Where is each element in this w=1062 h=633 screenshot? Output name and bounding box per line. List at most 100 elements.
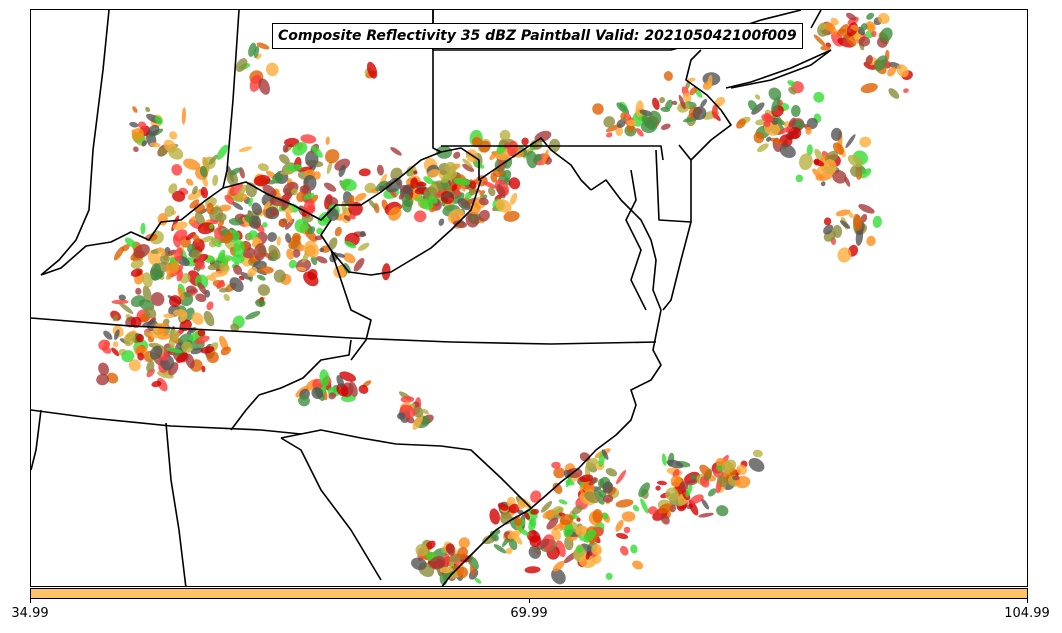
reflectivity-blob (453, 151, 461, 159)
reflectivity-blob (326, 161, 333, 175)
reflectivity-blob (316, 227, 323, 235)
reflectivity-blob (176, 270, 184, 282)
reflectivity-blob (584, 491, 601, 504)
reflectivity-blob (253, 174, 271, 187)
reflectivity-blob (529, 520, 536, 528)
reflectivity-blob (144, 306, 157, 319)
reflectivity-blob (272, 173, 283, 184)
reflectivity-blob (845, 134, 856, 149)
reflectivity-blob (300, 134, 317, 144)
reflectivity-blob (288, 259, 297, 269)
reflectivity-blob (325, 196, 339, 206)
reflectivity-blob (457, 198, 471, 211)
reflectivity-blob (146, 360, 155, 373)
reflectivity-blob (279, 154, 290, 165)
reflectivity-blob (341, 178, 357, 191)
reflectivity-blob (281, 198, 290, 211)
border-illinois-indiana (40, 10, 110, 276)
reflectivity-blob (790, 105, 801, 117)
reflectivity-blob (278, 220, 286, 227)
reflectivity-blob (888, 88, 900, 99)
border-delaware-maryland (655, 144, 692, 223)
reflectivity-blob (699, 476, 710, 488)
reflectivity-blob (707, 488, 717, 497)
reflectivity-blob (571, 505, 583, 515)
reflectivity-blob (508, 503, 520, 514)
reflectivity-blob (130, 259, 144, 269)
colorbar-tick-min: 34.99 (11, 606, 49, 621)
reflectivity-blob (451, 184, 458, 192)
reflectivity-blob (839, 220, 851, 229)
border-tennessee-north-carolina (230, 339, 352, 431)
reflectivity-blob (553, 467, 566, 479)
reflectivity-blob (259, 266, 274, 274)
reflectivity-blob (752, 449, 763, 458)
reflectivity-blob (194, 335, 210, 345)
reflectivity-blob (616, 470, 627, 485)
reflectivity-blob (858, 36, 871, 47)
reflectivity-blob (806, 144, 813, 156)
reflectivity-blob (566, 467, 583, 479)
reflectivity-blob (493, 544, 507, 554)
reflectivity-blob (497, 502, 509, 511)
reflectivity-blob (111, 299, 129, 305)
map-panel: Composite Reflectivity 35 dBZ Paintball … (30, 9, 1028, 587)
reflectivity-blob (366, 61, 378, 79)
reflectivity-blob (588, 477, 598, 486)
reflectivity-blob (194, 211, 206, 227)
reflectivity-blob (285, 233, 292, 243)
reflectivity-blob (848, 211, 854, 218)
reflectivity-blob (314, 235, 323, 241)
reflectivity-paintball-layer (96, 12, 913, 586)
reflectivity-blob (585, 551, 591, 560)
reflectivity-blob (286, 248, 295, 260)
reflectivity-blob (429, 556, 446, 570)
reflectivity-blob (325, 136, 330, 145)
reflectivity-blob (517, 527, 530, 536)
reflectivity-blob (310, 255, 318, 266)
reflectivity-blob (192, 234, 200, 243)
reflectivity-blob (716, 505, 729, 517)
reflectivity-blob (133, 146, 139, 152)
reflectivity-blob (253, 243, 267, 261)
reflectivity-blob (441, 170, 458, 183)
reflectivity-blob (147, 249, 161, 266)
reflectivity-blob (632, 560, 644, 570)
reflectivity-blob (499, 129, 511, 141)
reflectivity-blob (124, 237, 137, 248)
new-jersey-coast (685, 49, 732, 161)
border-indiana-ohio (222, 10, 240, 189)
reflectivity-blob (542, 149, 549, 166)
reflectivity-blob (468, 202, 481, 215)
reflectivity-blob (121, 350, 135, 363)
reflectivity-blob (150, 292, 165, 307)
reflectivity-blob (565, 479, 575, 486)
reflectivity-blob (692, 106, 707, 121)
reflectivity-blob (168, 262, 180, 274)
reflectivity-blob (354, 192, 367, 202)
reflectivity-blob (128, 359, 141, 372)
reflectivity-blob (456, 566, 469, 579)
reflectivity-blob (305, 150, 319, 168)
reflectivity-blob (229, 277, 244, 293)
reflectivity-blob (285, 164, 303, 173)
reflectivity-blob (304, 240, 319, 258)
reflectivity-blob (357, 242, 370, 251)
reflectivity-blob (415, 544, 429, 557)
reflectivity-blob (124, 332, 136, 347)
reflectivity-blob (137, 352, 145, 361)
reflectivity-blob (787, 80, 796, 87)
reflectivity-blob (865, 54, 873, 66)
reflectivity-blob (113, 329, 120, 341)
reflectivity-blob (823, 224, 834, 235)
ohio-river (40, 151, 442, 276)
reflectivity-blob (118, 302, 134, 315)
reflectivity-blob (247, 266, 258, 278)
reflectivity-blob (529, 535, 542, 547)
reflectivity-blob (390, 147, 402, 156)
reflectivity-blob (150, 263, 162, 281)
reflectivity-blob (189, 199, 200, 209)
reflectivity-blob (470, 215, 476, 221)
reflectivity-blob (660, 106, 671, 113)
colorbar-tick-mid: 69.99 (510, 606, 548, 621)
